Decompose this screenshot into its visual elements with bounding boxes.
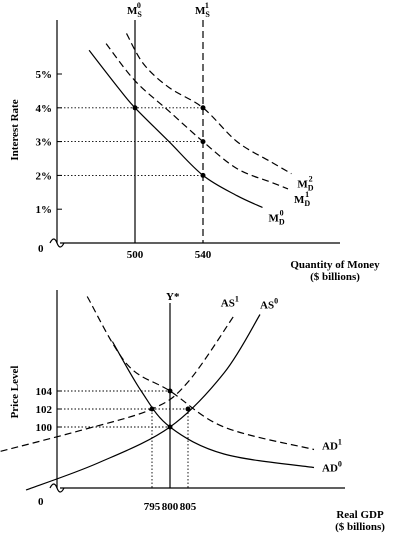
adas-chart: 0 Price Level Real GDP ($ billions) 100 1… <box>0 290 385 533</box>
top-y-tick-label: 3% <box>36 137 53 149</box>
top-y-tick-label: 1% <box>36 204 53 216</box>
money-market-chart: 0 Interest Rate Quantity of Money ($ bil… <box>9 1 380 283</box>
top-y-tick-label: 5% <box>36 69 53 81</box>
top-y-tick-label: 4% <box>36 103 53 115</box>
money-demand-curve <box>125 33 292 175</box>
top-axis-break-icon <box>49 238 65 248</box>
aggregate-demand-curve <box>111 341 315 469</box>
adas-equilibrium-point <box>167 388 173 394</box>
aggregate-demand-label: AD0 <box>322 460 342 475</box>
top-x-axis-label-line2: ($ billions) <box>310 271 360 283</box>
money-equilibrium-point <box>200 105 206 111</box>
aggregate-supply-curve <box>25 314 261 491</box>
bottom-y-tick-label: 100 <box>36 422 53 434</box>
money-demand-curve <box>105 43 289 190</box>
aggregate-demand-label: AD1 <box>322 438 342 453</box>
aggregate-supply-label: AS0 <box>260 297 278 312</box>
bottom-origin-label: 0 <box>38 496 44 508</box>
money-demand-label: MD1 <box>294 190 310 208</box>
top-x-tick-label: 540 <box>195 249 212 261</box>
money-equilibrium-point <box>200 172 206 178</box>
money-equilibrium-point <box>200 139 206 145</box>
adas-equilibrium-point <box>149 406 155 412</box>
adas-equilibrium-point <box>185 406 191 412</box>
top-x-axis-label-line1: Quantity of Money <box>290 259 380 271</box>
aggregate-supply-label: AS1 <box>221 295 239 310</box>
bottom-y-tick-label: 102 <box>36 404 53 416</box>
bottom-x-axis-label-line1: Real GDP <box>336 509 384 521</box>
top-x-tick-label: 500 <box>127 249 144 261</box>
bottom-axis-break-icon <box>49 483 65 493</box>
top-origin-label: 0 <box>38 243 44 255</box>
money-demand-label: MD0 <box>269 209 285 227</box>
lras-label: Y* <box>166 291 180 303</box>
adas-equilibrium-point <box>167 424 173 430</box>
bottom-x-tick-label: 795 <box>144 501 161 513</box>
money-demand-label: MD2 <box>297 175 313 193</box>
bottom-y-axis-label: Price Level <box>9 366 21 419</box>
top-y-axis-label: Interest Rate <box>9 99 21 160</box>
money-supply-label: MS0 <box>127 1 142 19</box>
bottom-x-axis-label-line2: ($ billions) <box>335 521 385 533</box>
money-demand-curve <box>88 49 263 209</box>
bottom-x-tick-label: 805 <box>180 501 197 513</box>
top-y-tick-label: 2% <box>36 170 53 182</box>
bottom-y-tick-label: 104 <box>36 386 53 398</box>
bottom-x-tick-label: 800 <box>162 501 179 513</box>
money-equilibrium-point <box>132 105 138 111</box>
money-supply-label: MS1 <box>195 1 210 19</box>
